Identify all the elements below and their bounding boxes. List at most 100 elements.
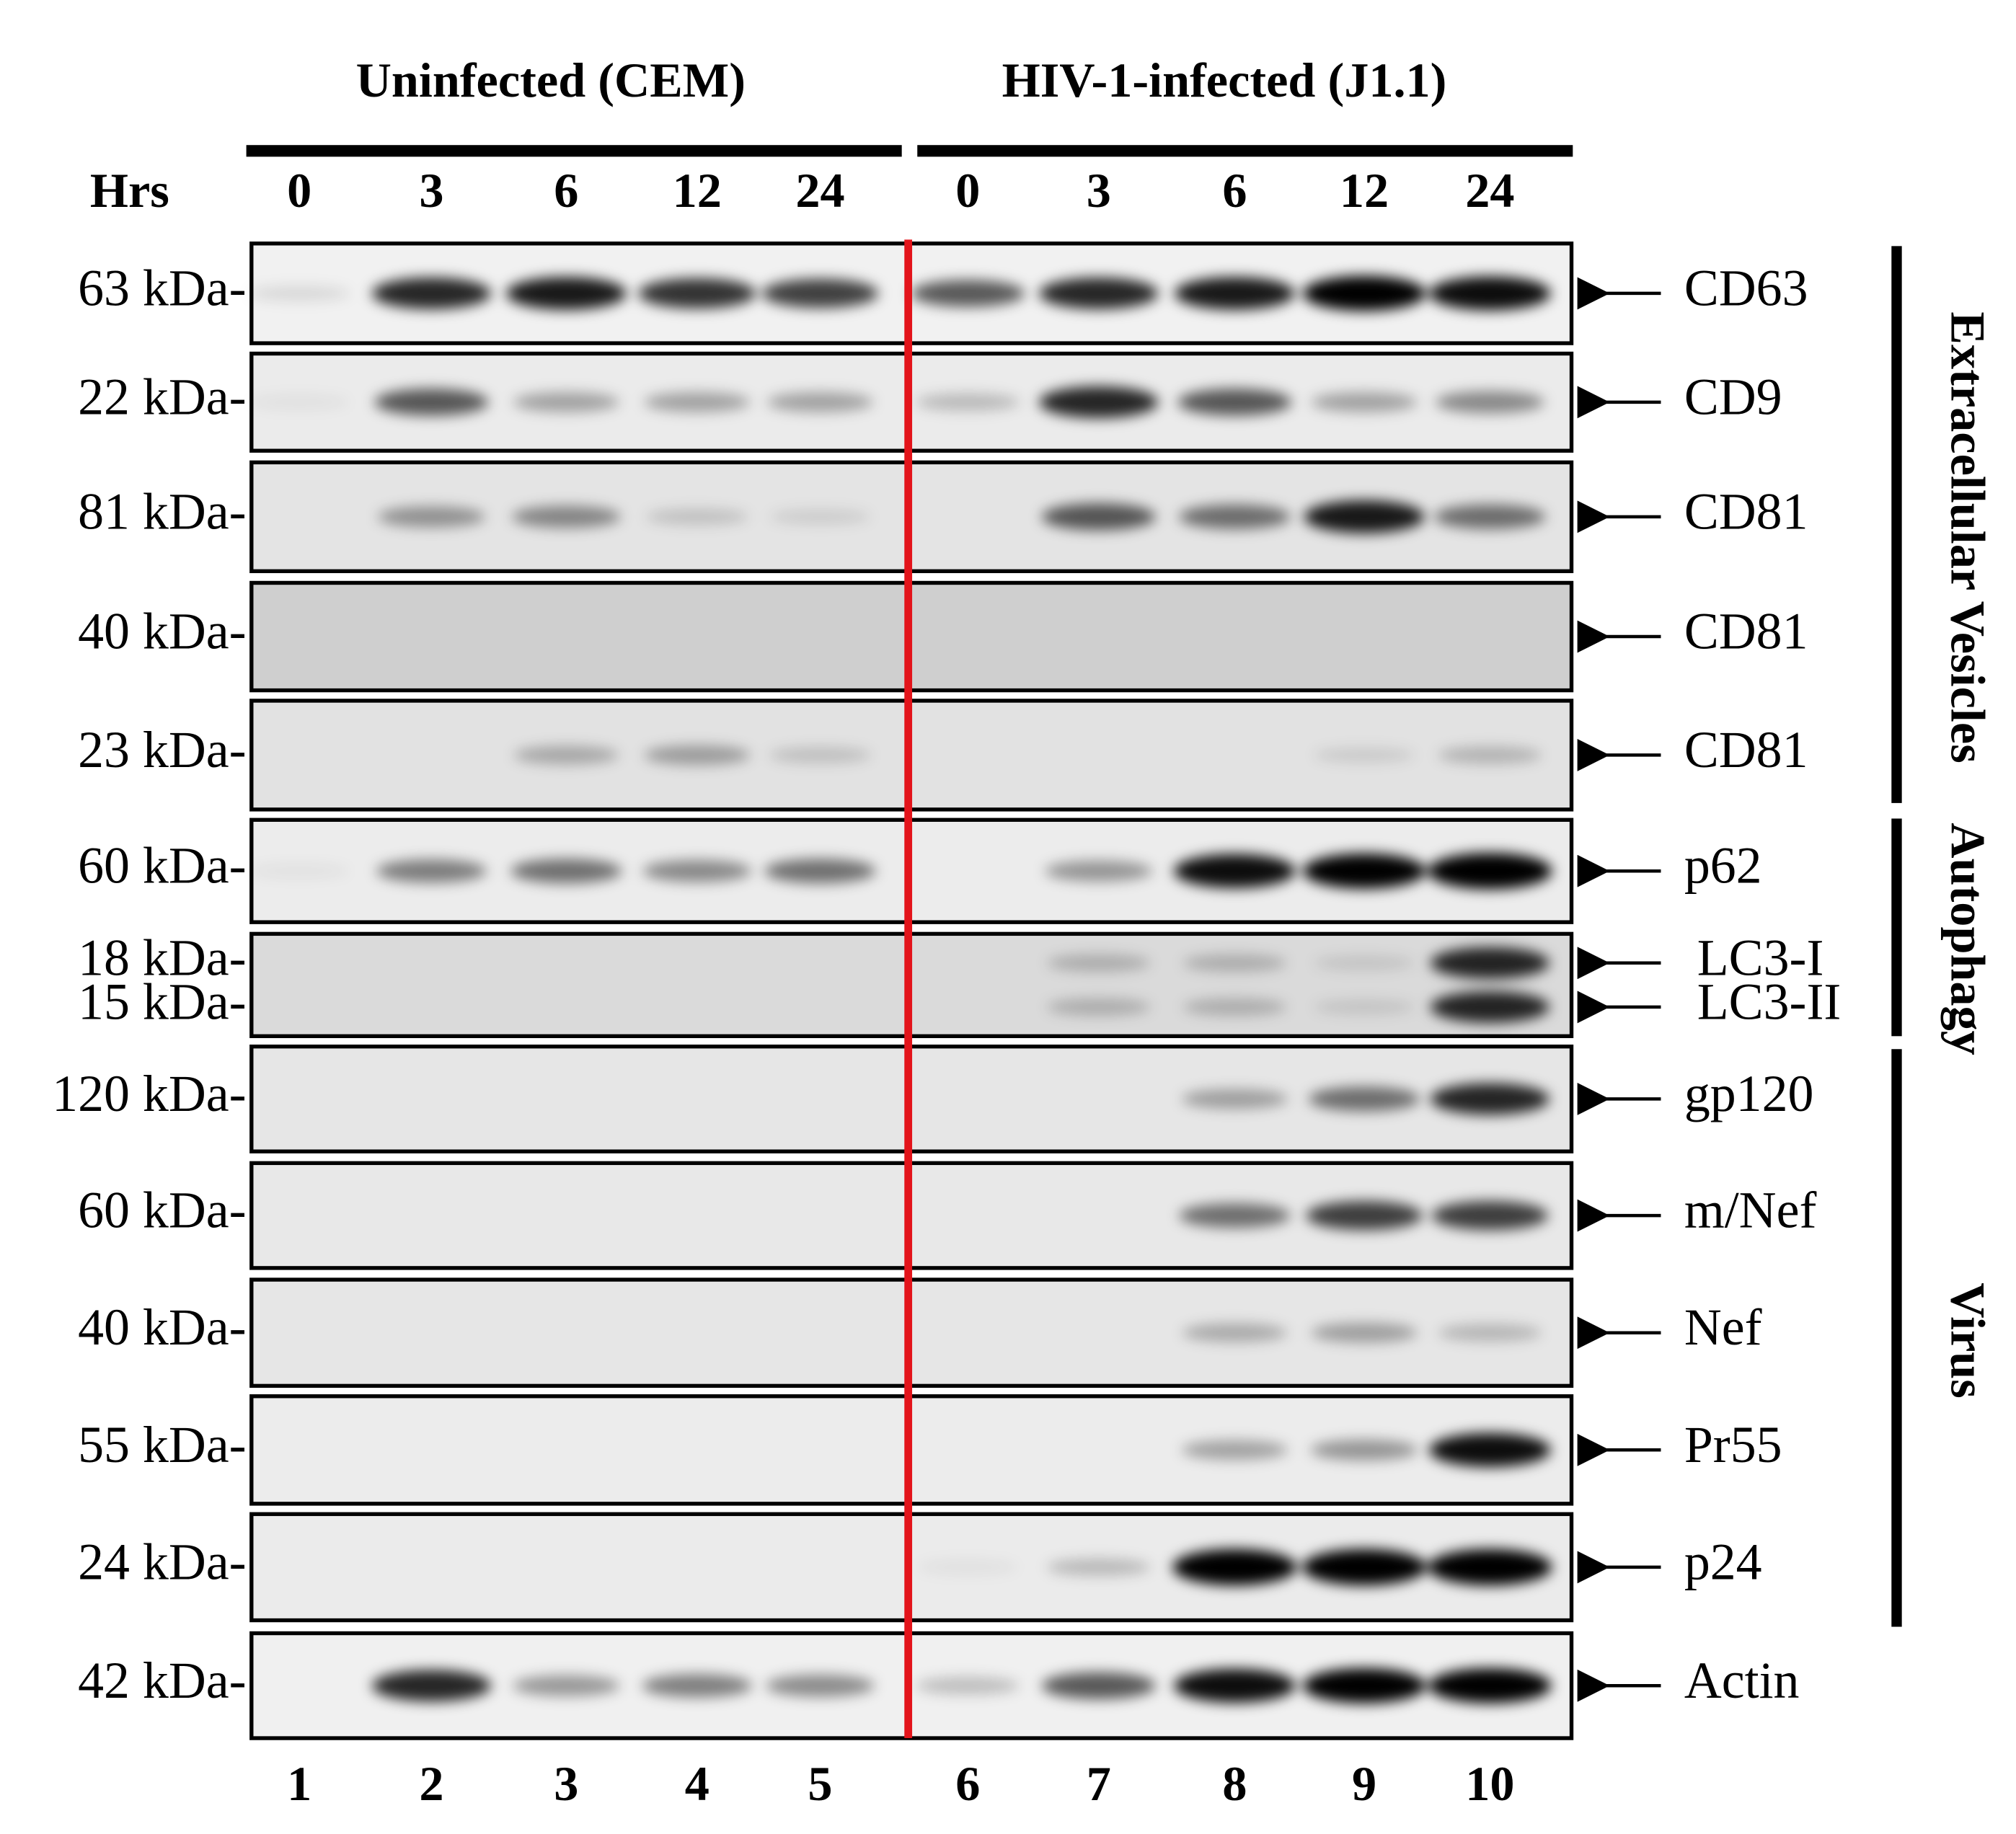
section-label: Extracellular Vesicles — [1940, 311, 1995, 763]
protein-label: LC3-I — [1697, 929, 1824, 986]
timepoint: 12 — [673, 163, 722, 218]
band — [1174, 277, 1295, 310]
band — [1041, 503, 1156, 531]
protein-label: Pr55 — [1684, 1416, 1782, 1474]
protein-label: Actin — [1684, 1652, 1800, 1709]
mw-marker: 60 kDa- — [78, 837, 246, 895]
band — [249, 864, 350, 879]
band — [377, 506, 486, 528]
timepoint: 6 — [1222, 163, 1247, 218]
band — [1046, 1558, 1151, 1577]
band — [1428, 1432, 1551, 1467]
band — [916, 393, 1020, 412]
protein-label: m/Nef — [1684, 1182, 1817, 1239]
section-label: Autophagy — [1940, 823, 1995, 1055]
bands — [918, 1549, 1552, 1586]
timepoint: 3 — [419, 163, 443, 218]
band — [769, 747, 872, 763]
mw-marker: 63 kDa- — [78, 259, 246, 316]
section-bar — [1891, 1049, 1902, 1627]
band — [511, 505, 621, 528]
bands — [249, 386, 1544, 418]
mw-marker: 18 kDa- — [78, 929, 246, 986]
band — [249, 395, 350, 409]
band — [1304, 500, 1425, 533]
band — [766, 1674, 875, 1697]
band — [1438, 1324, 1542, 1342]
lane-number: 7 — [1087, 1756, 1111, 1811]
band — [1182, 1323, 1288, 1342]
timepoint: 24 — [795, 163, 844, 218]
band — [1182, 954, 1287, 972]
band — [1181, 1089, 1288, 1109]
band — [1302, 275, 1426, 311]
band — [1314, 747, 1415, 763]
protein-label: LC3-II — [1697, 973, 1842, 1030]
mw-marker: 40 kDa- — [78, 1298, 246, 1356]
band — [1428, 1667, 1552, 1704]
band — [645, 508, 748, 526]
lane-number: 4 — [685, 1756, 709, 1811]
lane-number: 6 — [955, 1756, 980, 1811]
mw-marker: 60 kDa- — [78, 1182, 246, 1239]
band — [1438, 746, 1542, 764]
band — [1308, 1086, 1420, 1112]
mw-marker: 24 kDa- — [78, 1533, 246, 1590]
section-bar — [1891, 246, 1902, 803]
band — [1428, 1549, 1552, 1586]
band — [513, 392, 620, 412]
band — [1428, 276, 1551, 311]
band — [1045, 860, 1153, 882]
group-bar — [246, 145, 902, 157]
group-label: Uninfected (CEM) — [356, 53, 746, 107]
bands — [513, 745, 1542, 766]
band — [1302, 853, 1426, 889]
bands — [1182, 1322, 1542, 1343]
timepoint: 0 — [287, 163, 311, 218]
band — [642, 859, 752, 882]
group-label: HIV-1-infected (J1.1) — [1002, 53, 1447, 107]
mw-marker: 81 kDa- — [78, 482, 246, 540]
bands — [249, 275, 1551, 311]
band — [766, 392, 874, 412]
band — [916, 1677, 1020, 1695]
band — [1179, 504, 1291, 529]
band — [371, 1670, 492, 1702]
bands — [1181, 1432, 1551, 1467]
band — [1311, 1322, 1418, 1343]
mw-marker: 22 kDa- — [78, 368, 246, 425]
lane-number: 9 — [1352, 1756, 1376, 1811]
band — [376, 859, 487, 883]
band — [1046, 998, 1151, 1016]
protein-label: gp120 — [1684, 1065, 1814, 1122]
band — [1428, 853, 1552, 890]
band — [1311, 392, 1418, 412]
band — [371, 278, 492, 309]
protein-label: CD81 — [1684, 721, 1808, 779]
band — [1314, 999, 1415, 1015]
bands — [1181, 1083, 1549, 1115]
timepoint: 24 — [1465, 163, 1514, 218]
mw-marker: 120 kDa- — [52, 1065, 246, 1122]
band — [1431, 1200, 1549, 1231]
divider-line — [904, 239, 913, 1739]
protein-label: CD63 — [1684, 259, 1808, 316]
mw-marker: 40 kDa- — [78, 603, 246, 660]
band — [1301, 1549, 1427, 1586]
band — [374, 389, 489, 416]
bands — [1179, 1200, 1549, 1231]
band — [1046, 954, 1151, 972]
band — [1173, 854, 1296, 888]
band — [512, 1675, 620, 1696]
mw-marker: 15 kDa- — [78, 973, 246, 1030]
hrs-label: Hrs — [90, 163, 169, 218]
band — [1430, 1083, 1549, 1115]
band — [1306, 1200, 1423, 1231]
band — [1179, 1203, 1291, 1228]
lane-number: 1 — [287, 1756, 311, 1811]
bands — [377, 500, 1546, 533]
band — [513, 745, 619, 765]
protein-label: p24 — [1684, 1533, 1762, 1590]
band — [1434, 504, 1546, 529]
